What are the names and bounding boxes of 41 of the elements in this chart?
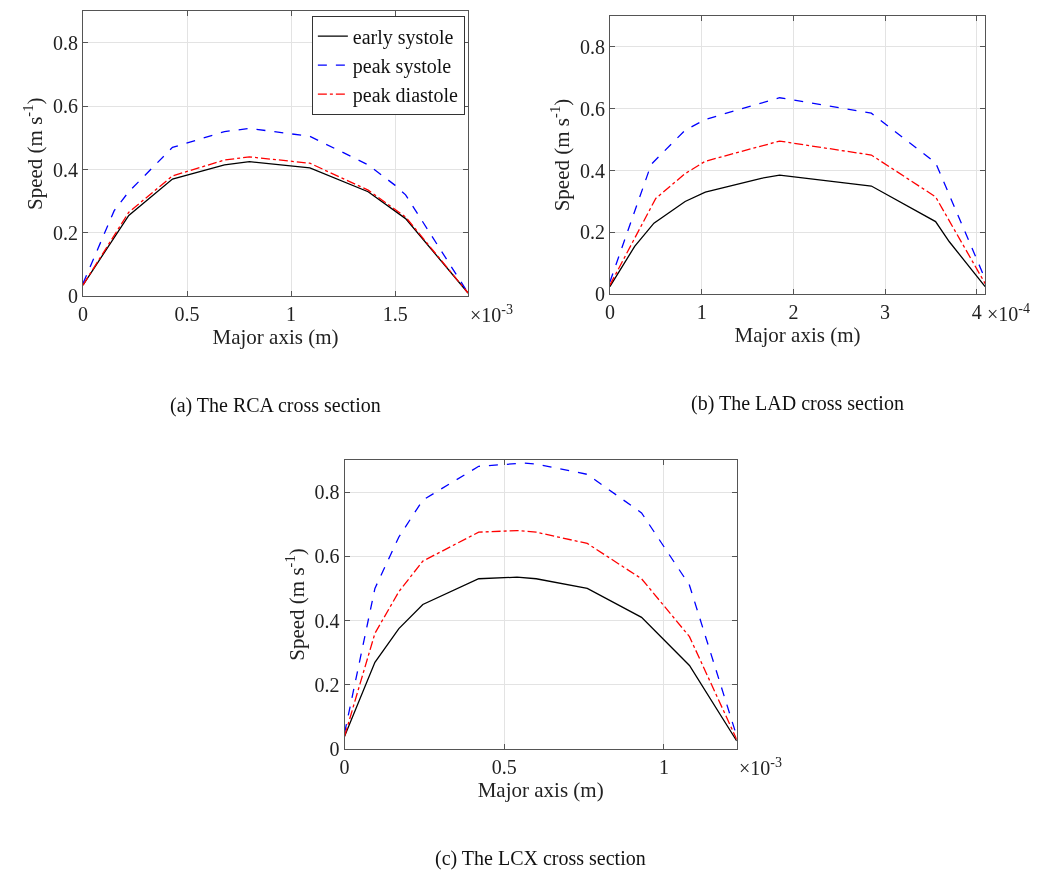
line-series (609, 140, 986, 286)
line-series (609, 97, 986, 283)
y-tick-label: 0.6 (52, 95, 78, 118)
y-tick-label: 0.2 (52, 221, 78, 244)
y-tick-label: 0 (329, 738, 340, 761)
text: ×10$^{-4}$ (987, 301, 1030, 326)
y-tick-label: 0.4 (579, 159, 605, 182)
line-series (609, 174, 986, 288)
y-tick-label: 0 (594, 283, 605, 306)
x-tick-label: 0.5 (174, 303, 200, 326)
text: ×10$^{-3}$ (470, 302, 513, 327)
y-tick-label: 0.4 (52, 158, 78, 181)
y-tick-label: 0.2 (579, 221, 605, 244)
legend-label: early systole (352, 25, 454, 49)
x-tick-label: 1 (286, 303, 297, 326)
x-tick-label: 1 (696, 301, 707, 324)
legend-label: peak systole (352, 54, 452, 78)
text: (c) The LCX cross section (435, 847, 646, 870)
y-tick-label: 0.8 (579, 35, 605, 58)
legend-label: peak diastole (352, 83, 458, 107)
x-tick-label: 3 (880, 301, 891, 324)
line-series (344, 576, 737, 742)
x-tick-label: 0.5 (491, 756, 517, 779)
x-tick-label: 1 (658, 756, 669, 779)
y-tick-label: 0.6 (579, 97, 605, 120)
line-series (344, 529, 737, 741)
text: (b) The LAD cross section (691, 392, 904, 415)
x-tick-label: 4 (971, 301, 982, 324)
x-axis-title: Major axis (m) (734, 323, 861, 348)
x-tick-label: 1.5 (382, 303, 408, 326)
text: ×10$^{-3}$ (739, 755, 782, 780)
x-axis-title: Major axis (m) (477, 778, 604, 803)
y-tick-label: 0.4 (314, 609, 340, 632)
y-tick-label: 0.6 (314, 545, 340, 568)
x-axis-title: Major axis (m) (212, 325, 339, 350)
y-tick-label: 0.8 (52, 31, 78, 54)
y-tick-label: 0 (67, 285, 78, 308)
y-tick-label: 0.8 (314, 481, 340, 504)
x-tick-label: 2 (788, 301, 799, 324)
text: (a) The RCA cross section (170, 394, 381, 417)
y-tick-label: 0.2 (314, 673, 340, 696)
